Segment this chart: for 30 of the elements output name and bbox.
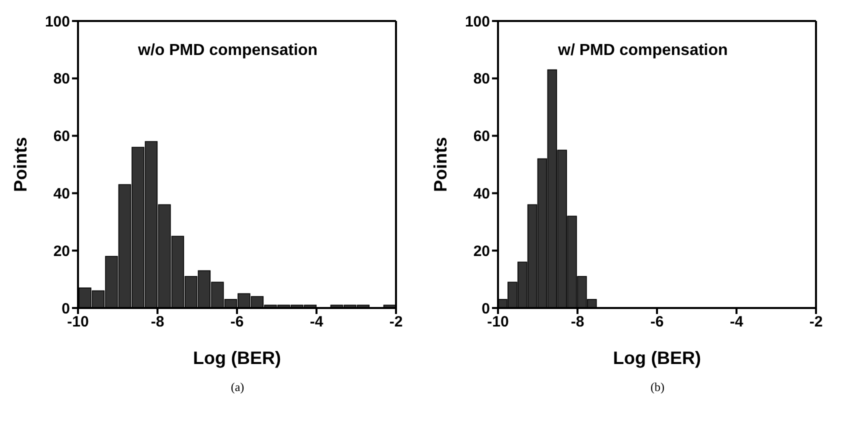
x-tick-label: -6	[650, 314, 664, 331]
y-tick-label: 20	[473, 242, 490, 260]
y-axis-title: Points	[430, 136, 450, 192]
x-tick-label: -2	[389, 314, 403, 331]
x-tick-label: -8	[570, 314, 584, 331]
x-tick-label: -4	[310, 314, 324, 331]
x-tick-label: -10	[487, 314, 509, 331]
x-axis-title: Log (BER)	[613, 348, 701, 368]
y-tick-label: 40	[53, 186, 70, 203]
y-axis-title: Points	[10, 136, 30, 192]
y-tick-label: 60	[473, 128, 490, 146]
y-tick-label: 20	[53, 242, 70, 260]
y-tick-label: 0	[482, 300, 490, 318]
annotation: w/ PMD compensation	[558, 42, 728, 60]
x-tick-label: -10	[67, 314, 89, 331]
y-tick-label: 40	[473, 186, 490, 203]
text: (a)	[230, 380, 246, 395]
annotation: w/o PMD compensation	[138, 42, 318, 60]
y-tick-label: 80	[53, 70, 70, 88]
y-tick-label: 100	[464, 13, 490, 30]
x-tick-label: -4	[730, 314, 744, 331]
text: (b)	[650, 380, 666, 395]
x-tick-label: -6	[230, 314, 244, 331]
y-tick-label: 100	[44, 13, 70, 30]
y-tick-label: 80	[473, 70, 490, 88]
x-tick-label: -8	[150, 314, 164, 331]
y-tick-label: 60	[53, 128, 70, 146]
x-tick-label: -2	[809, 314, 823, 331]
x-axis-title: Log (BER)	[193, 348, 281, 368]
y-tick-label: 0	[62, 300, 70, 318]
